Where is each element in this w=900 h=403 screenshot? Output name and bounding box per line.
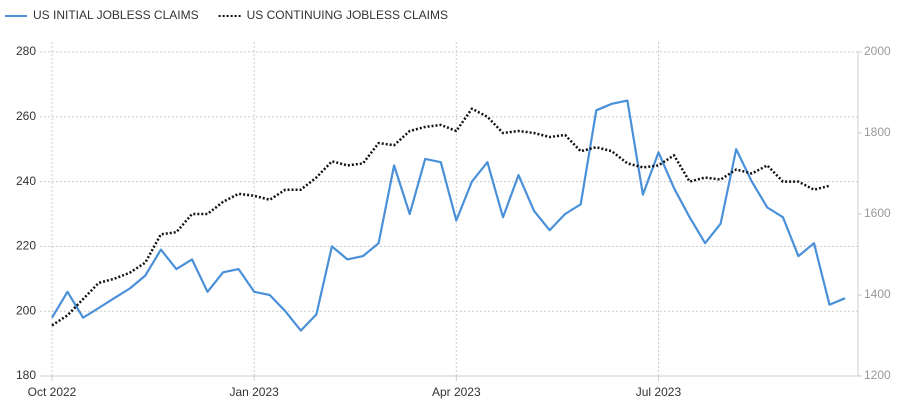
y-tick-label: 200 <box>16 303 36 317</box>
y2-tick-label: 1400 <box>864 287 891 301</box>
legend-label: US INITIAL JOBLESS CLAIMS <box>33 8 199 22</box>
x-tick-label: Oct 2022 <box>28 385 77 399</box>
x-tick-label: Jul 2023 <box>636 385 682 399</box>
x-tick-label: Jan 2023 <box>229 385 279 399</box>
y-tick-label: 240 <box>16 174 36 188</box>
legend-label: US CONTINUING JOBLESS CLAIMS <box>247 8 448 22</box>
y-tick-label: 260 <box>16 109 36 123</box>
series-line <box>51 99 846 332</box>
y-tick-label: 220 <box>16 239 36 253</box>
y2-tick-label: 2000 <box>864 44 891 58</box>
y-tick-label: 280 <box>16 44 36 58</box>
y2-tick-label: 1800 <box>864 125 891 139</box>
y-tick-label: 180 <box>16 368 36 382</box>
x-tick-label: Apr 2023 <box>432 385 481 399</box>
series-line <box>51 107 830 327</box>
y2-tick-label: 1600 <box>864 206 891 220</box>
y2-tick-label: 1200 <box>864 368 891 382</box>
